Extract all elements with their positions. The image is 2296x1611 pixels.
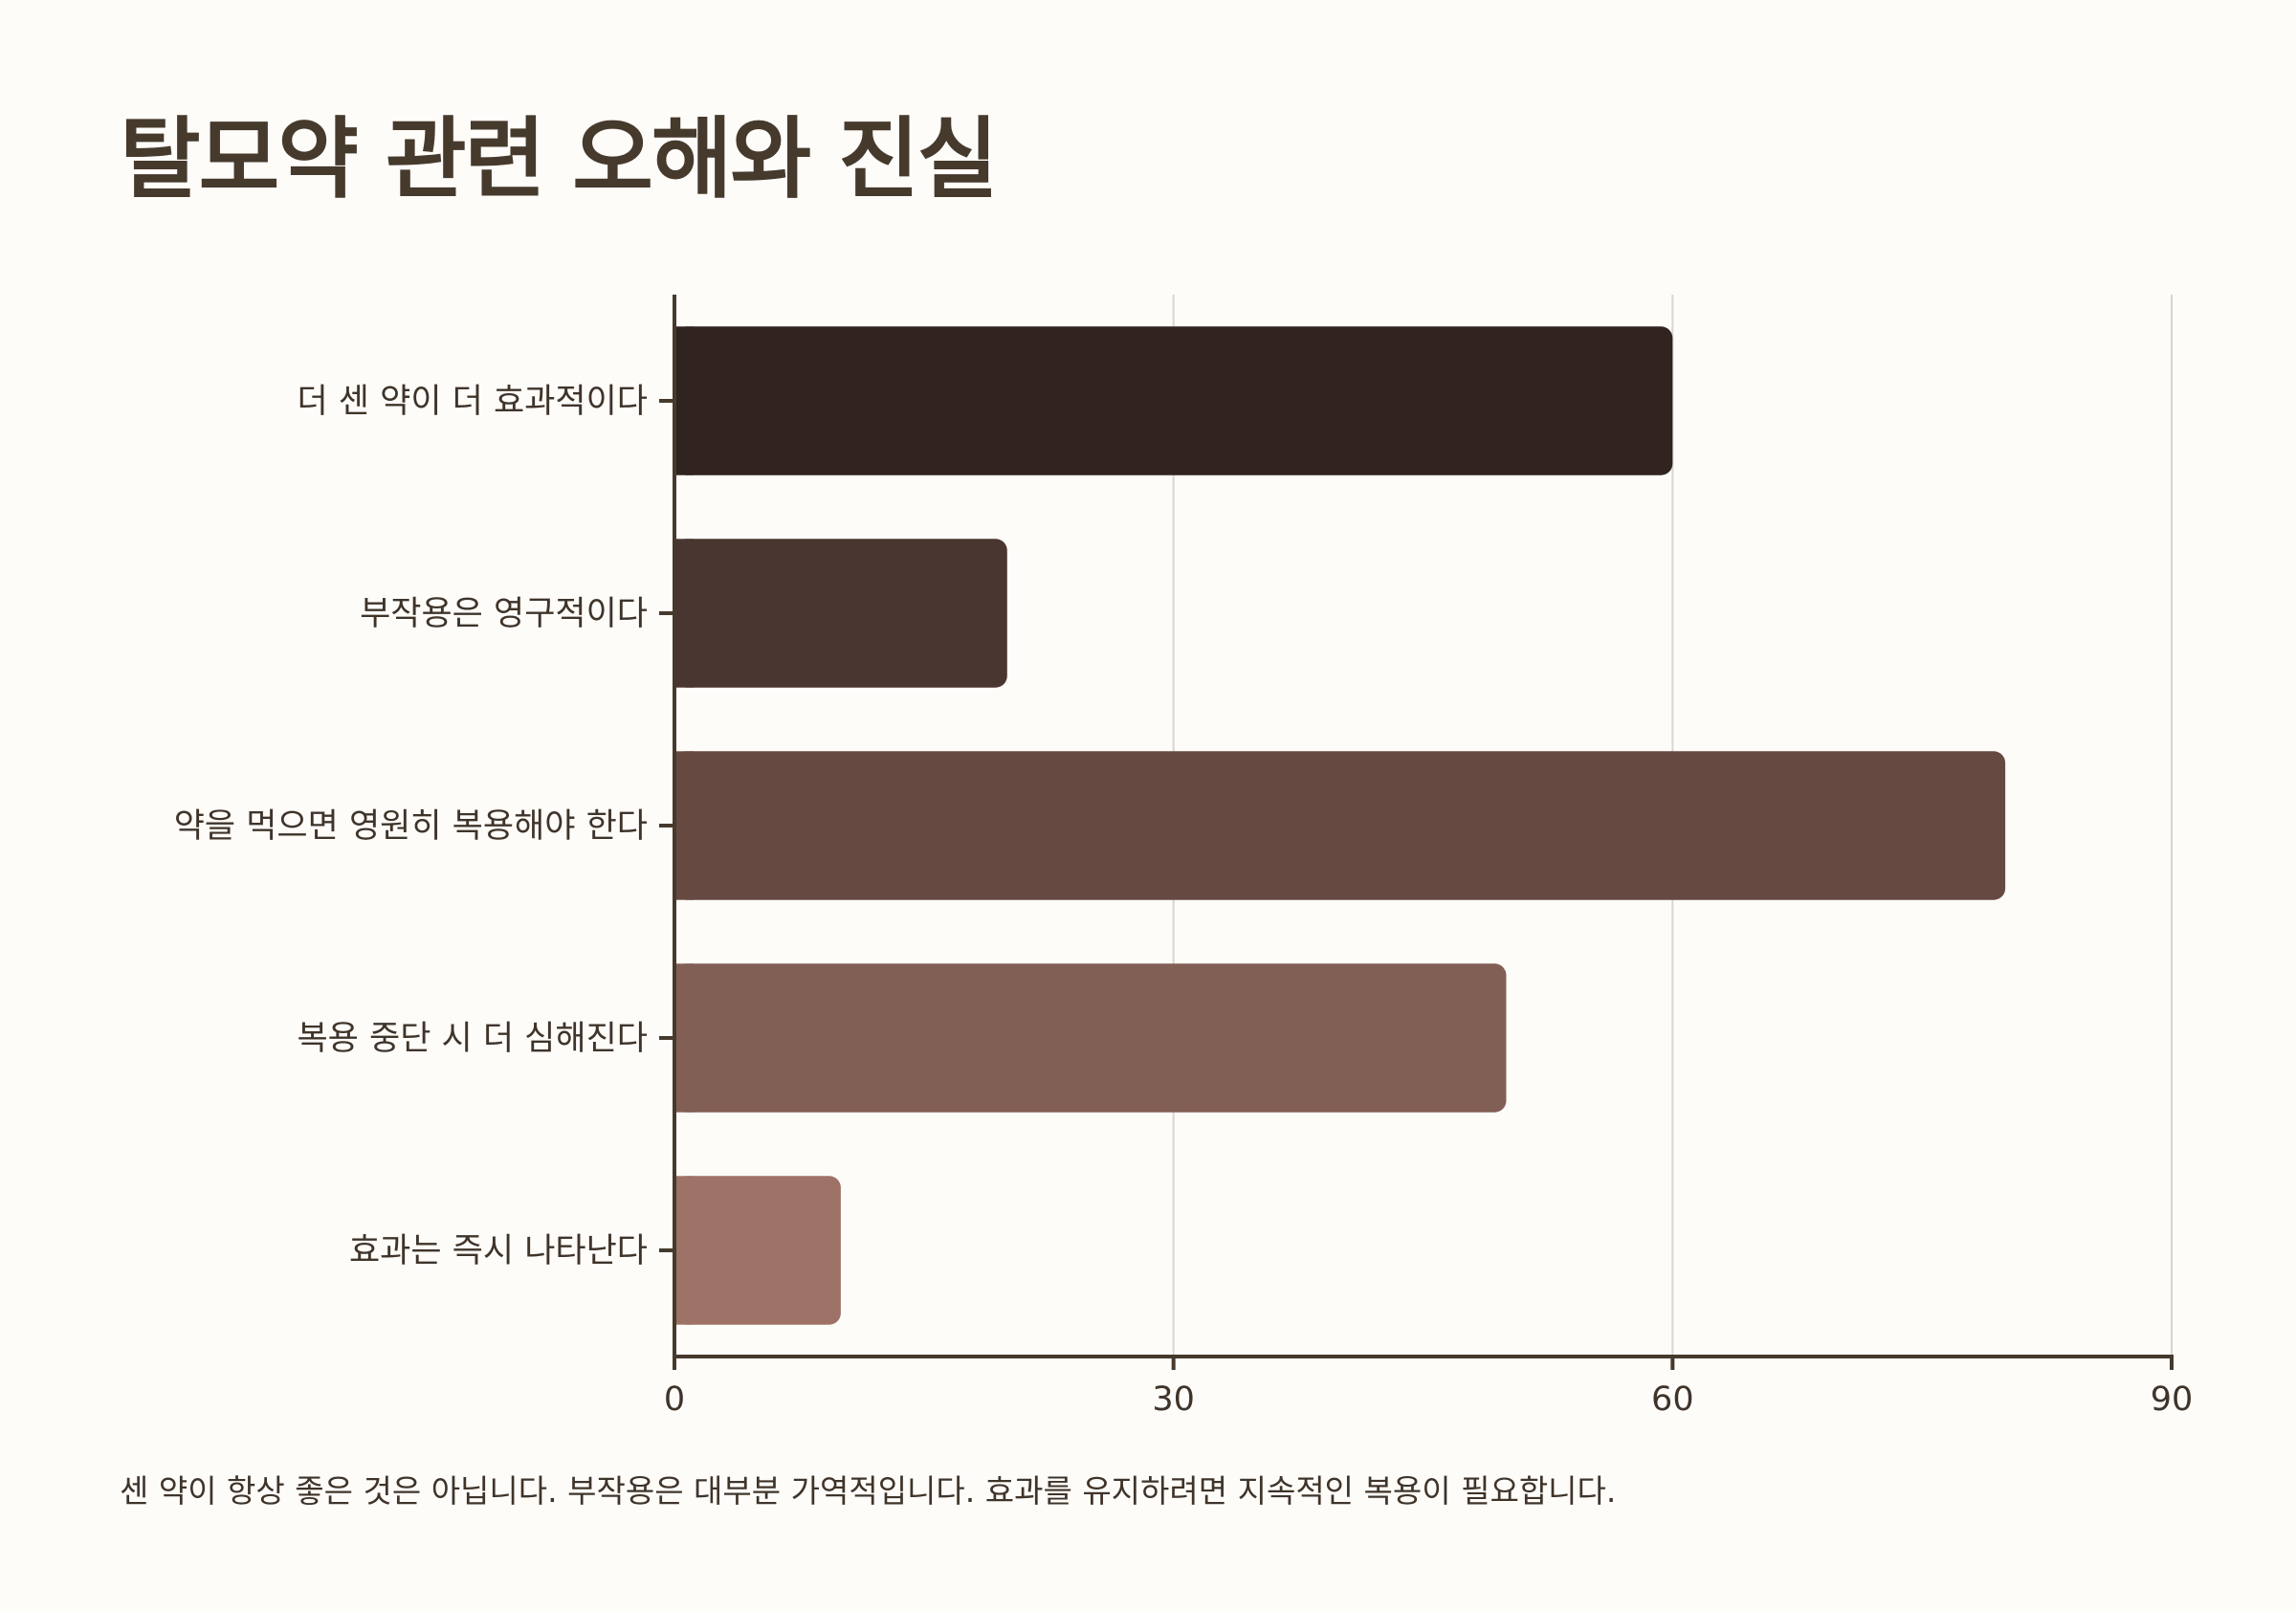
- chart-title: 탈모약 관련 오해와 진실: [120, 108, 998, 210]
- bars: [674, 326, 2006, 1325]
- category-label-3: 복용 중단 시 더 심해진다: [297, 1020, 648, 1058]
- bar-base-3: [674, 963, 694, 1113]
- category-label-1: 부작용은 영구적이다: [360, 595, 648, 633]
- bar-1: [674, 539, 1007, 688]
- category-label-0: 더 센 약이 더 효과적이다: [297, 383, 648, 421]
- x-tick-label-3: 90: [2151, 1380, 2194, 1419]
- category-label-2: 약을 먹으면 영원히 복용해야 한다: [174, 807, 648, 846]
- bar-base-4: [674, 1176, 694, 1325]
- x-tick-label-0: 0: [664, 1380, 685, 1419]
- bar-base-0: [674, 326, 694, 475]
- chart-footnote: 센 약이 항상 좋은 것은 아닙니다. 부작용은 대부분 가역적입니다. 효과를…: [120, 1472, 1617, 1510]
- bar-0: [674, 326, 1673, 475]
- x-tick-label-2: 60: [1651, 1380, 1694, 1419]
- bar-3: [674, 963, 1507, 1113]
- bar-base-2: [674, 751, 694, 900]
- x-tick-label-1: 30: [1152, 1380, 1195, 1419]
- bar-4: [674, 1176, 841, 1325]
- bar-base-1: [674, 539, 694, 688]
- category-label-4: 효과는 즉시 나타난다: [349, 1232, 648, 1270]
- bar-2: [674, 751, 2006, 900]
- axes: [659, 295, 2174, 1370]
